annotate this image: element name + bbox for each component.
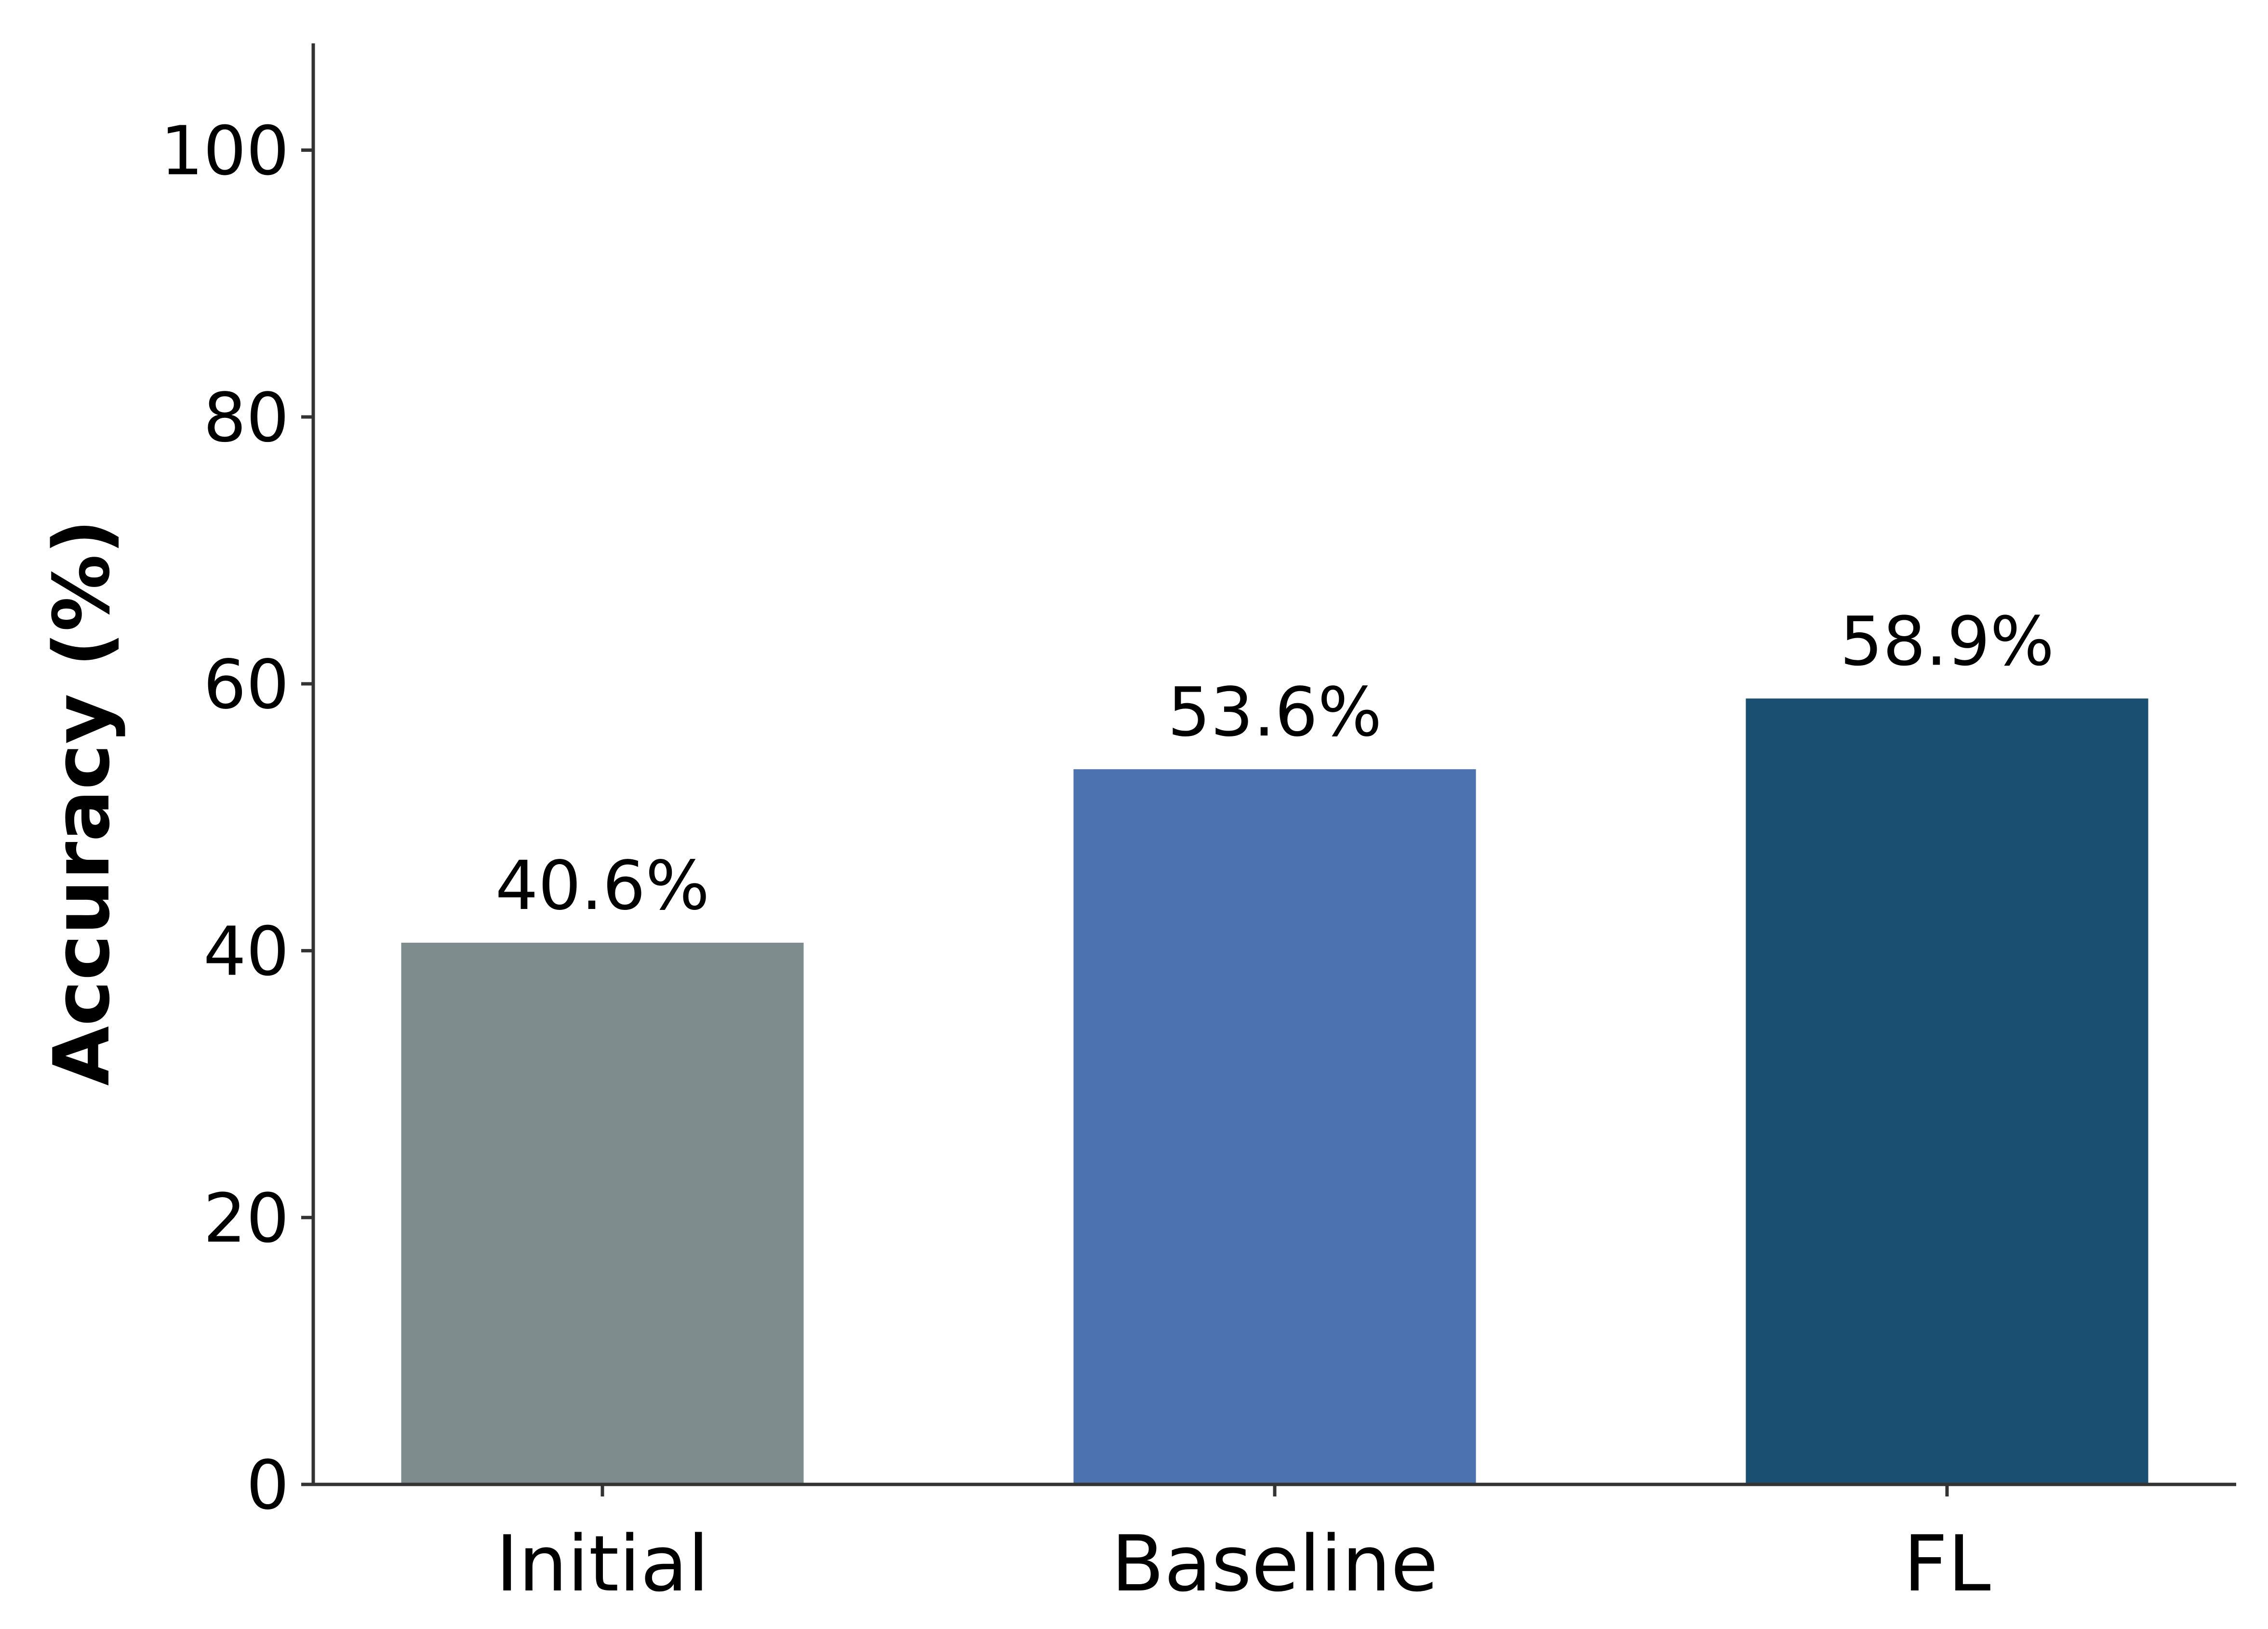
y-tick-label-20: 20 [203, 1179, 289, 1258]
x-tick-label-baseline: Baseline [1111, 1519, 1438, 1609]
data-label-initial: 40.6% [495, 847, 710, 925]
data-label-fl: 58.9% [1840, 602, 2055, 681]
data-label-baseline: 53.6% [1168, 673, 1382, 752]
bars-layer [401, 698, 2148, 1484]
y-tick-label-80: 80 [203, 379, 289, 457]
labels-layer: 40.6% Initial 53.6% Baseline 58.9% FL 0 20 40 60 8… [160, 112, 2055, 1609]
y-tick-label-100: 100 [160, 112, 289, 190]
y-tick-label-0: 0 [246, 1446, 289, 1525]
ticks-layer [301, 148, 1949, 1496]
x-tick-label-fl: FL [1903, 1519, 1990, 1609]
y-tick-label-40: 40 [203, 913, 289, 991]
x-tick-label-initial: Initial [496, 1519, 709, 1609]
y-axis-title: Accuracy (%) [37, 519, 127, 1086]
bar-fl [1746, 698, 2148, 1484]
bar-initial [401, 942, 804, 1484]
bar-baseline [1073, 769, 1476, 1484]
y-tick-label-60: 60 [203, 646, 289, 724]
